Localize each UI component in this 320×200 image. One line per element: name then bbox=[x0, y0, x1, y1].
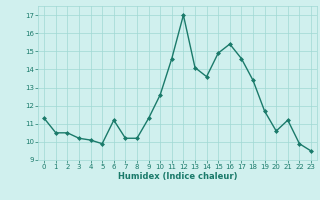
X-axis label: Humidex (Indice chaleur): Humidex (Indice chaleur) bbox=[118, 172, 237, 181]
